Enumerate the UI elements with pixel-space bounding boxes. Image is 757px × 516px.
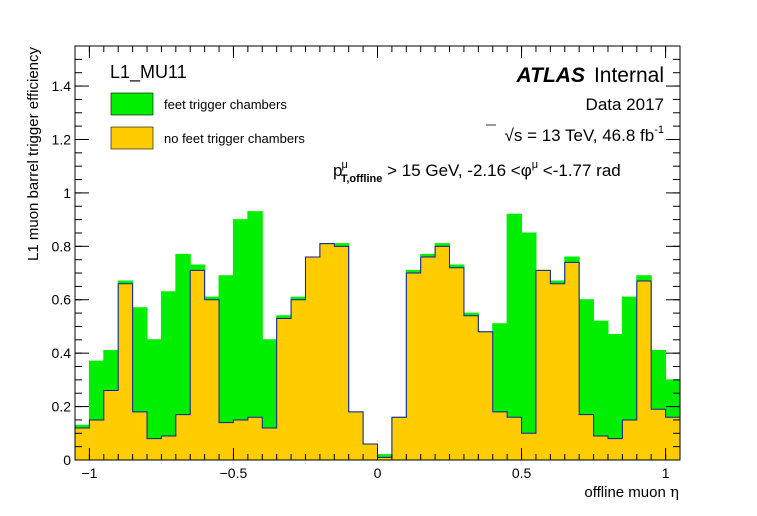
no-feet-trigger-bin [607, 438, 623, 460]
y-tick-label: 1 [63, 185, 71, 201]
no-feet-trigger-bin [132, 411, 148, 460]
x-tick-label: 1 [662, 465, 670, 481]
x-axis: −1 −0.5 0 0.5 1 [74, 46, 681, 481]
legend-swatch-yellow [110, 126, 154, 150]
y-tick-label: 0.4 [52, 345, 72, 361]
no-feet-trigger-bin [579, 414, 594, 460]
no-feet-trigger-bin [449, 267, 465, 460]
feet-trigger-bin [247, 211, 263, 460]
y-tick-label: 0.8 [52, 238, 72, 254]
no-feet-trigger-bin [593, 435, 609, 460]
x-tick-label: 0 [374, 465, 382, 481]
feet-trigger-bin [219, 275, 234, 460]
no-feet-trigger-bin [348, 411, 364, 460]
no-feet-trigger-bin [305, 257, 321, 460]
no-feet-trigger-bin [89, 419, 105, 460]
no-feet-trigger-bin [334, 246, 350, 460]
trigger-label: L1_MU11 [110, 62, 187, 83]
feet-trigger-bin [607, 334, 623, 460]
no-feet-trigger-bin [478, 331, 494, 460]
no-feet-trigger-bin [291, 299, 306, 460]
no-feet-trigger-bin [391, 417, 407, 460]
no-feet-trigger-bin [190, 270, 206, 460]
legend-label-yellow: no feet trigger chambers [164, 131, 305, 146]
no-feet-trigger-bin [204, 299, 220, 460]
no-feet-trigger-bin [492, 411, 508, 460]
feet-trigger-bin [175, 254, 191, 460]
no-feet-trigger-bin [319, 243, 335, 460]
no-feet-trigger-bin [247, 417, 263, 460]
legend-label-green: feet trigger chambers [164, 97, 287, 112]
no-feet-trigger-bin [622, 419, 638, 460]
y-axis: 0 0.2 0.4 0.6 0.8 1 1.2 1.4 [52, 45, 680, 468]
no-feet-trigger-bin [535, 270, 551, 460]
no-feet-trigger-bin [363, 443, 378, 460]
no-feet-trigger-bin [564, 262, 580, 460]
no-feet-trigger-bin [161, 435, 177, 460]
feet-trigger-bin [233, 219, 249, 460]
no-feet-trigger-bin [406, 273, 422, 460]
outline-feet-trigger-chambers [75, 211, 681, 456]
x-tick-label: −0.5 [220, 465, 248, 481]
y-tick-label: 0 [63, 452, 71, 468]
no-feet-trigger-bin [651, 409, 666, 460]
no-feet-trigger-bin [233, 419, 249, 460]
no-feet-trigger-bin [377, 457, 393, 460]
no-feet-trigger-bin [435, 246, 450, 460]
feet-trigger-bin [507, 214, 522, 460]
no-feet-trigger-bin [118, 283, 134, 460]
energy-lumi-label: √s = 13 TeV, 46.8 fb-1 [505, 124, 665, 145]
no-feet-trigger-bin [636, 281, 652, 460]
no-feet-trigger-bin [75, 427, 90, 460]
y-tick-label: 1.2 [52, 131, 72, 147]
y-tick-label: 0.6 [52, 292, 72, 308]
no-feet-trigger-bin [521, 433, 537, 460]
series-no-feet-trigger-chambers [75, 243, 681, 460]
no-feet-trigger-bin [219, 422, 234, 460]
no-feet-trigger-bin [103, 390, 119, 460]
no-feet-trigger-bin [147, 438, 162, 460]
no-feet-trigger-bin [665, 417, 681, 460]
y-tick-label: 1.4 [52, 78, 72, 94]
no-feet-trigger-bin [420, 257, 436, 460]
legend-swatch-green [110, 92, 154, 116]
x-tick-label: −1 [81, 465, 97, 481]
feet-trigger-bin [622, 297, 638, 460]
data-year-label: Data 2017 [586, 95, 664, 114]
feet-trigger-bin [593, 321, 609, 460]
x-tick-label: 0.5 [512, 465, 532, 481]
y-axis-label: L1 muon barrel trigger efficiency [25, 47, 42, 261]
no-feet-trigger-bin [463, 315, 479, 460]
no-feet-trigger-bin [550, 283, 566, 460]
feet-trigger-bin [521, 232, 537, 460]
no-feet-trigger-bin [507, 417, 522, 460]
feet-trigger-bin [161, 291, 177, 460]
no-feet-trigger-bin [175, 414, 191, 460]
no-feet-trigger-bin [262, 427, 278, 460]
no-feet-trigger-bin [276, 318, 292, 460]
y-tick-label: 0.2 [52, 399, 72, 415]
cut-label: pμ T,offline > 15 GeV, -2.16 <φμ <-1.77 r… [333, 159, 621, 185]
feet-trigger-bin [147, 339, 162, 460]
atlas-label: ATLAS Internal [516, 64, 664, 87]
x-axis-label: offline muon η [584, 483, 679, 501]
